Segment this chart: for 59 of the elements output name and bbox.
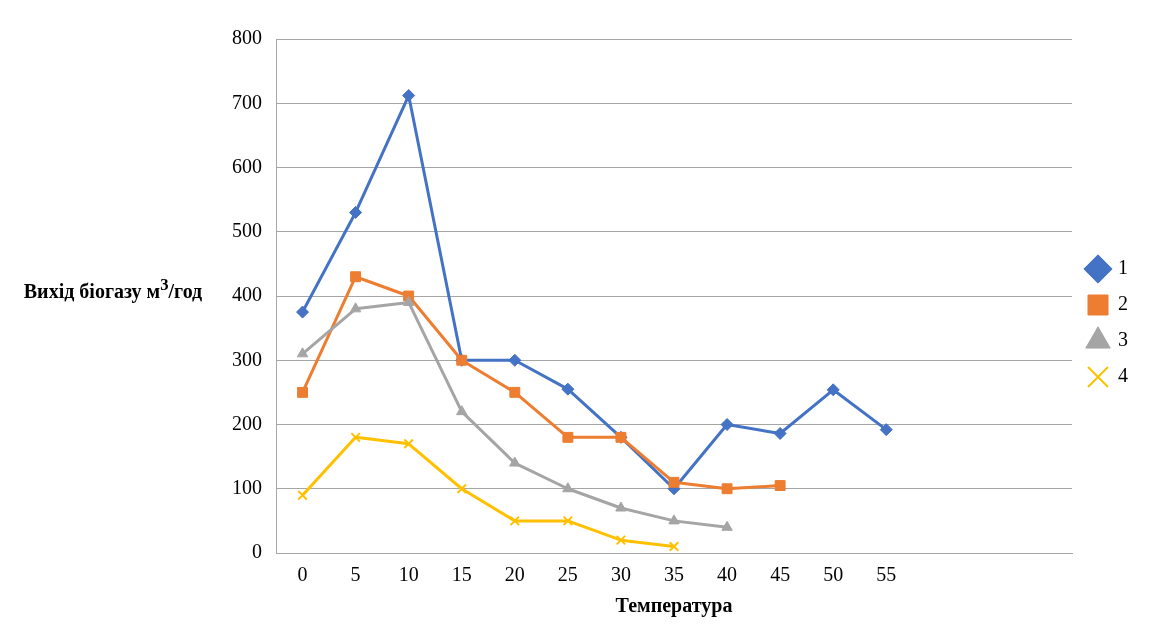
point [456, 405, 468, 416]
point [720, 418, 734, 431]
point [296, 305, 310, 319]
x-tick-label: 5 [350, 563, 361, 586]
x-tick-label: 40 [717, 563, 738, 586]
point [615, 534, 627, 546]
point [402, 89, 416, 103]
point [562, 482, 574, 493]
point [297, 489, 308, 501]
point [721, 520, 733, 531]
x-tick-label: 15 [451, 563, 472, 586]
x-tick-label: 20 [504, 563, 525, 586]
x-tick-label: 0 [297, 563, 308, 586]
y-tick-label: 800 [232, 26, 262, 49]
point [826, 383, 840, 397]
point [562, 431, 574, 443]
legend-label: 2 [1118, 292, 1128, 315]
point [615, 501, 627, 512]
point [349, 205, 363, 219]
point [668, 476, 680, 488]
point [668, 541, 680, 552]
y-tick-label: 600 [232, 154, 262, 177]
point [349, 302, 362, 313]
point [509, 386, 521, 398]
point [561, 382, 575, 396]
point [456, 483, 467, 494]
point [296, 347, 309, 358]
legend-label: 4 [1118, 364, 1128, 387]
x-tick-label: 25 [557, 563, 578, 586]
point [668, 514, 680, 525]
point [562, 515, 574, 527]
point [403, 438, 414, 450]
y-tick-label: 100 [232, 476, 262, 498]
y-tick-label: 700 [232, 90, 262, 113]
point [508, 353, 522, 367]
legend-label: 1 [1118, 256, 1128, 279]
x-tick-label: 30 [610, 563, 631, 586]
point [774, 480, 786, 491]
point [721, 483, 733, 495]
point [879, 423, 893, 437]
point [509, 515, 521, 527]
y-tick-label: 0 [252, 540, 262, 563]
legend-label: 3 [1118, 328, 1128, 351]
y-tick-label: 300 [232, 347, 262, 370]
point [350, 432, 361, 443]
y-tick-label: 400 [232, 283, 262, 306]
x-axis-title: Температура [615, 594, 733, 618]
x-tick-label: 10 [398, 563, 419, 586]
y-tick-label: 200 [232, 411, 262, 434]
point [350, 271, 362, 283]
y-axis-title: Вихід біогазу м$^{3}$/год [22, 274, 204, 305]
x-tick-label: 50 [823, 563, 844, 586]
y-tick-label: 500 [232, 219, 262, 241]
point [297, 386, 308, 398]
x-tick-label: 45 [770, 563, 791, 586]
point [402, 295, 415, 306]
x-tick-label: 55 [876, 563, 897, 586]
point [773, 427, 787, 440]
x-tick-label: 35 [664, 563, 684, 586]
